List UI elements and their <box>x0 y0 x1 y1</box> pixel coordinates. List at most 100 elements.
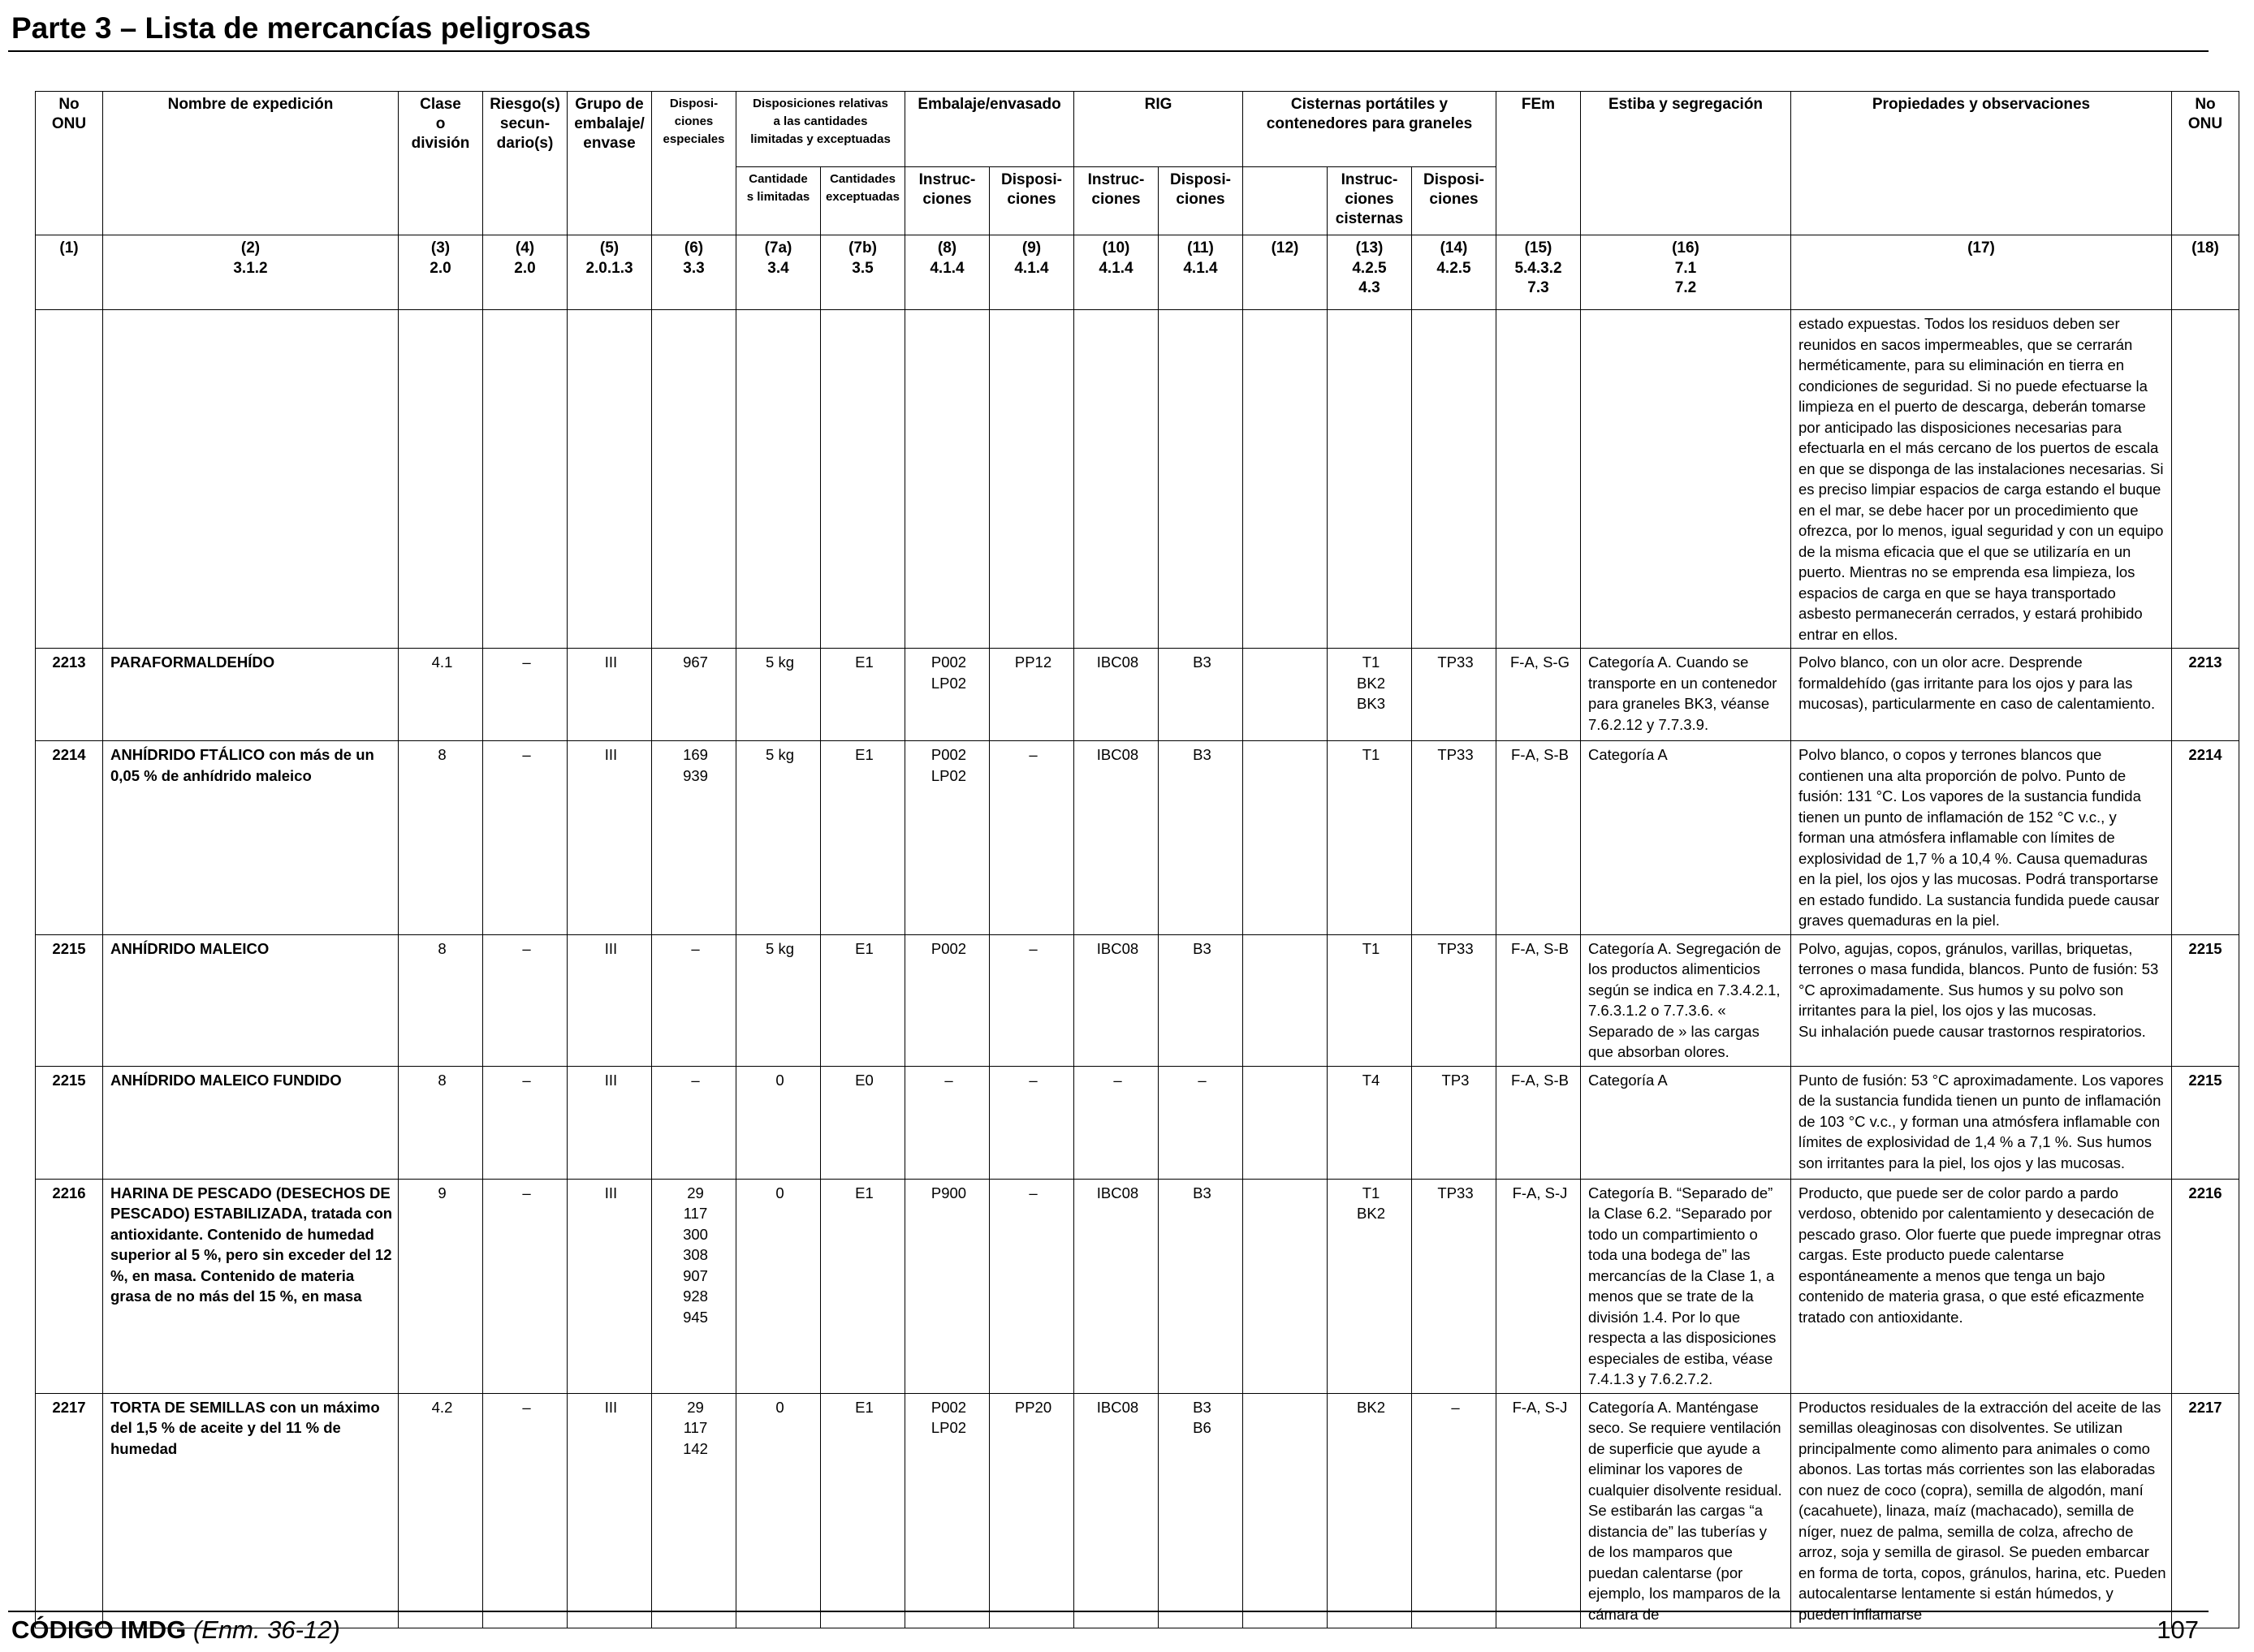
column-number: (14) 4.2.5 <box>1411 235 1496 310</box>
shipping-name: ANHÍDRIDO FTÁLICO con más de un 0,05 % d… <box>110 746 374 784</box>
packing-provisions-cell: – <box>989 740 1074 935</box>
ibc-instructions-cell: IBC08 <box>1073 1392 1159 1628</box>
un-number: 2217 <box>35 1392 103 1628</box>
packing-group-cell: III <box>567 1178 652 1394</box>
stowage-cell: Categoría A. Segregación de los producto… <box>1580 934 1791 1067</box>
column-number: (9) 4.1.4 <box>989 235 1074 310</box>
header-packing-provisions: Disposi- ciones <box>989 166 1074 235</box>
subsidiary-risk-cell: – <box>482 1392 568 1628</box>
header-stowage: Estiba y segregación <box>1580 91 1791 235</box>
imo-tank-cell <box>1242 740 1328 935</box>
tank-provisions-cell: – <box>1411 1392 1496 1628</box>
stowage-cell: Categoría A <box>1580 740 1791 935</box>
tank-instructions-cell: T1 BK2 <box>1327 1178 1412 1394</box>
class-cell: 8 <box>398 1065 483 1180</box>
special-provisions-cell: – <box>651 934 736 1067</box>
packing-group-cell: III <box>567 740 652 935</box>
packing-provisions-cell: PP20 <box>989 1392 1074 1628</box>
un-number: 2213 <box>35 648 103 741</box>
header-un-number-end: No ONU <box>2171 91 2239 235</box>
table-row: 2215 ANHÍDRIDO MALEICO FUNDIDO 8 – III –… <box>35 1065 2239 1180</box>
table-row: 2217 TORTA DE SEMILLAS con un máximo del… <box>35 1392 2239 1628</box>
header-ibc-provisions: Disposi- ciones <box>1158 166 1243 235</box>
ibc-provisions-cell: B3 <box>1158 648 1243 741</box>
ibc-provisions-cell: – <box>1158 1065 1243 1180</box>
header-ibc-instructions: Instruc- ciones <box>1073 166 1159 235</box>
shipping-name-detail: tratada con antioxidante. Contenido de h… <box>110 1205 393 1305</box>
stowage-cell: Categoría A <box>1580 1065 1791 1180</box>
packing-instructions-cell: P002 LP02 <box>905 1392 990 1628</box>
packing-instructions-cell: P002 <box>905 934 990 1067</box>
ems-cell: F-A, S-B <box>1496 740 1581 935</box>
footer-rule <box>8 1611 2209 1612</box>
header-ibc: RIG <box>1073 91 1243 167</box>
stowage-cell: Categoría B. “Separado de” la Clase 6.2.… <box>1580 1178 1791 1394</box>
stowage-cell: Categoría A. Cuando se transporte en un … <box>1580 648 1791 741</box>
header-ems: FEm <box>1496 91 1581 235</box>
packing-provisions-cell: – <box>989 1178 1074 1394</box>
properties-cell: Polvo, agujas, copos, gránulos, varillas… <box>1790 934 2172 1067</box>
header-tank-instructions: Instruc- ciones cisternas <box>1327 166 1412 235</box>
class-cell: 4.1 <box>398 648 483 741</box>
header-packing-instructions: Instruc- ciones <box>905 166 990 235</box>
limited-quantity-cell: 0 <box>736 1392 821 1628</box>
packing-provisions-cell: PP12 <box>989 648 1074 741</box>
tank-instructions-cell: T1 BK2 BK3 <box>1327 648 1412 741</box>
excepted-quantity-cell: E1 <box>820 934 905 1067</box>
column-number: (11) 4.1.4 <box>1158 235 1243 310</box>
column-number: (7b) 3.5 <box>820 235 905 310</box>
special-provisions-cell: 967 <box>651 648 736 741</box>
table-row: 2216 HARINA DE PESCADO (DESECHOS DE PESC… <box>35 1178 2239 1394</box>
excepted-quantity-cell: E0 <box>820 1065 905 1180</box>
tank-provisions-cell: TP33 <box>1411 934 1496 1067</box>
ibc-provisions-cell: B3 <box>1158 1178 1243 1394</box>
imo-tank-cell <box>1242 1065 1328 1180</box>
ems-cell: F-A, S-B <box>1496 934 1581 1067</box>
un-number: 2215 <box>35 934 103 1067</box>
packing-instructions-cell: P002 LP02 <box>905 740 990 935</box>
special-provisions-cell: 29 117 142 <box>651 1392 736 1628</box>
ibc-instructions-cell: – <box>1073 1065 1159 1180</box>
tank-provisions-cell: TP33 <box>1411 740 1496 935</box>
page-number: 107 <box>2157 1615 2199 1644</box>
limited-quantity-cell: 5 kg <box>736 934 821 1067</box>
tank-instructions-cell: T1 <box>1327 740 1412 935</box>
limited-quantity-cell: 0 <box>736 1065 821 1180</box>
limited-quantity-cell: 0 <box>736 1178 821 1394</box>
ems-cell: F-A, S-J <box>1496 1392 1581 1628</box>
special-provisions-cell: – <box>651 1065 736 1180</box>
limited-quantity-cell: 5 kg <box>736 740 821 935</box>
ems-cell: F-A, S-J <box>1496 1178 1581 1394</box>
header-un-number: No ONU <box>35 91 103 235</box>
special-provisions-cell: 29 117 300 308 907 928 945 <box>651 1178 736 1394</box>
column-number: (13) 4.2.5 4.3 <box>1327 235 1412 310</box>
properties-continuation: estado expuestas. Todos los residuos deb… <box>1790 309 2172 649</box>
header-excepted-7b: Cantidades exceptuadas <box>820 166 905 235</box>
tank-provisions-cell: TP33 <box>1411 648 1496 741</box>
class-cell: 8 <box>398 740 483 935</box>
subsidiary-risk-cell: – <box>482 648 568 741</box>
column-number: (12) <box>1242 235 1328 310</box>
excepted-quantity-cell: E1 <box>820 1392 905 1628</box>
column-number: (10) 4.1.4 <box>1073 235 1159 310</box>
header-limited-quantities: Disposiciones relativas a las cantidades… <box>736 91 905 167</box>
header-packing-group: Grupo de embalaje/ envase <box>567 91 652 235</box>
tank-instructions-cell: T4 <box>1327 1065 1412 1180</box>
code-name: CÓDIGO IMDG <box>11 1615 187 1644</box>
tank-instructions-cell: BK2 <box>1327 1392 1412 1628</box>
header-subsidiary-risk: Riesgo(s) secun- dario(s) <box>482 91 568 235</box>
subsidiary-risk-cell: – <box>482 1065 568 1180</box>
ems-cell: F-A, S-G <box>1496 648 1581 741</box>
imo-tank-cell <box>1242 934 1328 1067</box>
ibc-instructions-cell: IBC08 <box>1073 934 1159 1067</box>
column-number: (1) <box>35 235 103 310</box>
stowage-cell: Categoría A. Manténgase seco. Se requier… <box>1580 1392 1791 1628</box>
shipping-name: PARAFORMALDEHÍDO <box>110 653 275 671</box>
shipping-name: TORTA DE SEMILLAS con un máximo del 1,5 … <box>110 1398 380 1457</box>
excepted-quantity-cell: E1 <box>820 1178 905 1394</box>
subsidiary-risk-cell: – <box>482 934 568 1067</box>
packing-group-cell: III <box>567 648 652 741</box>
class-cell: 8 <box>398 934 483 1067</box>
header-packing: Embalaje/envasado <box>905 91 1074 167</box>
header-imo-tanks <box>1242 166 1328 235</box>
